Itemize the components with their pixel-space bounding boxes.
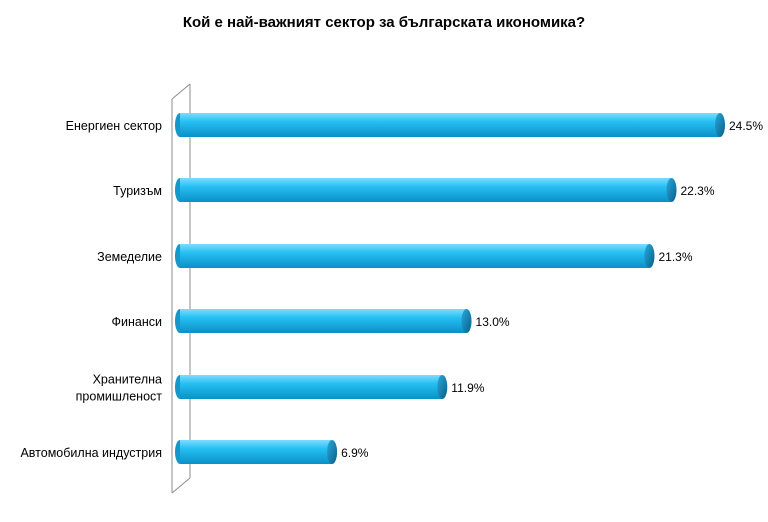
- bar: [175, 440, 338, 464]
- bar-body: [180, 178, 672, 202]
- bar: [175, 178, 677, 202]
- category-label-line: Туризъм: [113, 184, 162, 198]
- category-label: Земеделие: [97, 250, 162, 264]
- value-label: 11.9%: [451, 381, 484, 395]
- category-label-line: Хранителна: [93, 373, 162, 387]
- value-label: 6.9%: [341, 446, 369, 460]
- value-label: 21.3%: [658, 250, 692, 264]
- category-label-line: Финанси: [112, 315, 162, 329]
- value-labels: 24.5% 22.3% 21.3% 13.0% 11.9% 6.9%: [341, 119, 763, 460]
- bar: [175, 375, 448, 399]
- bar-end-cap: [461, 309, 472, 333]
- value-label: 22.3%: [681, 184, 715, 198]
- category-label-line: промишленост: [76, 390, 163, 404]
- axis-wall: [171, 83, 191, 494]
- category-label-line: Енергиен сектор: [66, 119, 162, 133]
- bar-end-cap: [437, 375, 448, 399]
- value-label: 13.0%: [476, 315, 510, 329]
- category-label-line: Автомобилна индустрия: [20, 446, 162, 460]
- bar-end-cap: [644, 244, 655, 268]
- bar-end-cap: [715, 113, 725, 137]
- axis-line-top: [171, 83, 191, 100]
- category-label: Туризъм: [113, 184, 162, 198]
- bar-end-cap: [666, 178, 677, 202]
- bar-body: [180, 309, 467, 333]
- value-label: 24.5%: [729, 119, 763, 133]
- bar-body: [180, 440, 333, 464]
- category-label-line: Земеделие: [97, 250, 162, 264]
- bar-body: [180, 113, 720, 137]
- bar-end-cap: [327, 440, 338, 464]
- bars-group: [175, 113, 725, 464]
- bar-body: [180, 244, 650, 268]
- category-label: Енергиен сектор: [66, 119, 162, 133]
- category-label: Хранителна промишленост: [76, 373, 163, 404]
- category-label: Автомобилна индустрия: [20, 446, 162, 460]
- axis-line-bottom: [171, 477, 191, 494]
- bar: [175, 244, 655, 268]
- bar: [175, 309, 472, 333]
- chart-title: Кой е най-важният сектор за българската …: [182, 14, 586, 31]
- category-labels: Енергиен сектор Туризъм Земеделие Финанси Хр…: [20, 119, 162, 460]
- category-label: Финанси: [112, 315, 162, 329]
- bar: [175, 113, 725, 137]
- bar-body: [180, 375, 443, 399]
